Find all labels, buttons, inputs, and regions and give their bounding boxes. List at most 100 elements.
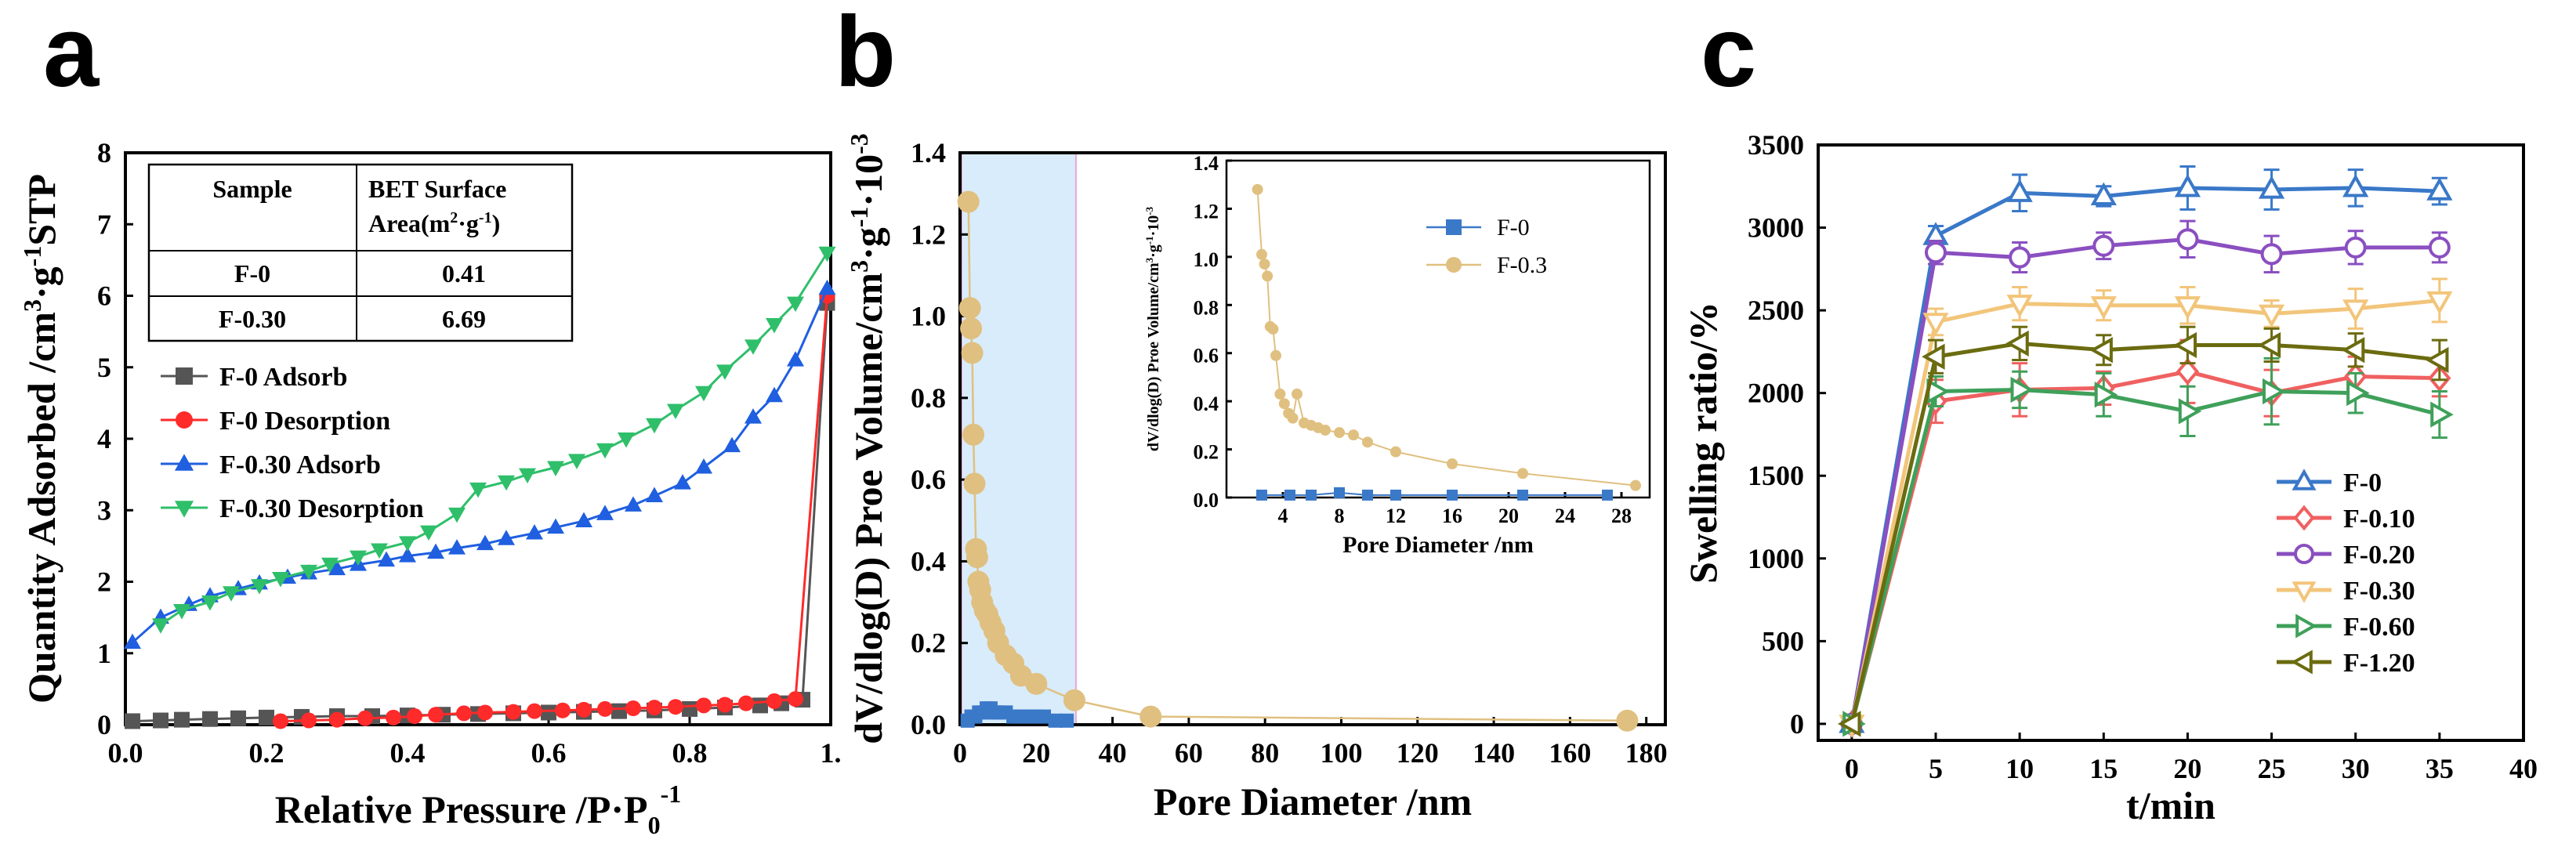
y-tick-label: 0.0 (1194, 489, 1219, 512)
data-point (547, 518, 564, 534)
data-point (202, 711, 218, 727)
series-line (1850, 369, 2440, 725)
data-point (223, 586, 240, 602)
y-tick-label: 8 (97, 137, 111, 168)
series-line (160, 251, 828, 626)
data-point (695, 458, 712, 474)
data-point (1362, 489, 1373, 501)
data-point (505, 704, 521, 720)
chart-a-legend: F-0 Adsorb F-0 Desorption F-0.30 Adsorb F-0… (161, 363, 424, 523)
data-point (766, 318, 783, 334)
panel-label-a: a (43, 0, 100, 108)
bet-table-frame (147, 163, 574, 342)
y-tick-label: 0.4 (1194, 393, 1219, 415)
legend-marker (2292, 469, 2317, 490)
data-point (1320, 425, 1331, 436)
data-point (174, 711, 190, 728)
data-point (1063, 689, 1085, 711)
data-point (2090, 182, 2117, 206)
data-point (1256, 248, 1267, 260)
data-point (2258, 304, 2285, 328)
y-tick-label: 1.2 (911, 219, 946, 250)
data-point (1334, 427, 1345, 439)
chart-c-xlabel: t/min (2126, 783, 2216, 827)
data-point (766, 693, 782, 709)
data-point (2426, 177, 2453, 201)
chart-b-inset-xlabel: Pore Diameter /nm (1342, 532, 1534, 558)
x-tick-label: 16 (1442, 505, 1462, 527)
y-tick-label: 2500 (1748, 295, 1804, 326)
data-point (2262, 378, 2286, 405)
data-point (300, 564, 317, 581)
data-point (1348, 429, 1359, 441)
data-point (966, 546, 988, 569)
y-tick-label: 5 (97, 352, 111, 383)
data-point (201, 595, 219, 611)
data-point (2005, 330, 2029, 356)
data-point (1025, 672, 1048, 695)
data-point (2006, 295, 2033, 318)
data-point (2178, 398, 2202, 425)
data-point (153, 712, 168, 729)
data-point (272, 571, 289, 588)
data-point (2173, 331, 2197, 359)
y-tick-label: 0.2 (1194, 441, 1219, 464)
chart-b-inset-frame (1225, 159, 1651, 499)
data-point (682, 700, 697, 717)
y-tick-label: 0.4 (911, 545, 946, 577)
chart-b-frame (958, 151, 1667, 726)
legend-label: F-0 (2343, 469, 2382, 498)
x-tick-label: 180 (1625, 737, 1668, 769)
data-point (1252, 183, 1263, 195)
x-tick-label: 40 (1099, 737, 1127, 769)
data-point (2174, 174, 2201, 197)
data-point (695, 385, 712, 402)
y-tick-label: 500 (1762, 625, 1804, 657)
data-point (647, 700, 662, 716)
series-line (1850, 387, 2440, 725)
data-point (124, 633, 141, 650)
legend-marker (2295, 613, 2317, 639)
x-tick-label: 35 (2426, 753, 2454, 784)
data-point (399, 547, 416, 563)
chart-b-inset-legend: F-0 F-0.3 (1426, 215, 1547, 278)
y-tick-label: 1000 (1748, 543, 1804, 574)
legend-label: F-0.30 Adsorb (219, 451, 381, 479)
data-point (541, 704, 556, 721)
legend-marker (1446, 219, 1462, 235)
data-point (1048, 713, 1063, 728)
chart-b-inset-ylabel: dV/dlog(D) Proe Volume/cm3·g-1·10-3 (1143, 206, 1162, 451)
data-point (596, 443, 614, 459)
data-point (1037, 709, 1052, 724)
data-point (456, 705, 472, 722)
data-point (611, 703, 627, 719)
data-point (328, 559, 346, 576)
data-point (957, 190, 980, 213)
legend-marker (2293, 505, 2315, 531)
x-tick-label: 20 (1022, 737, 1050, 769)
data-point (1278, 398, 1290, 410)
data-point (407, 708, 422, 725)
data-point (527, 703, 542, 719)
data-point (2428, 236, 2451, 259)
data-point (1334, 487, 1345, 498)
chart-c-legend: F-0 F-0.10 F-0.20 F-0.30 F-0.60 F-1.20 (2277, 469, 2415, 678)
legend-label: F-0.10 (2343, 505, 2415, 534)
data-point (2009, 246, 2031, 269)
data-point (2010, 376, 2034, 403)
bet-table-header-sample: Sample (212, 175, 292, 203)
legend-label: F-0.60 (2343, 613, 2415, 642)
y-tick-label: 6 (97, 280, 111, 312)
chart-c-frame (1817, 143, 2525, 742)
y-tick-label: 0 (97, 709, 111, 740)
data-point (752, 697, 768, 714)
data-point (2094, 382, 2118, 408)
data-point (1262, 270, 1274, 282)
data-point (420, 525, 437, 541)
bet-table-header-area-2: Area(m2·g-1) (368, 209, 500, 237)
y-tick-label: 4 (97, 423, 111, 454)
y-tick-label: 0 (1790, 708, 1804, 740)
data-point (1284, 489, 1295, 501)
data-point (787, 351, 804, 367)
data-point (1306, 489, 1317, 501)
